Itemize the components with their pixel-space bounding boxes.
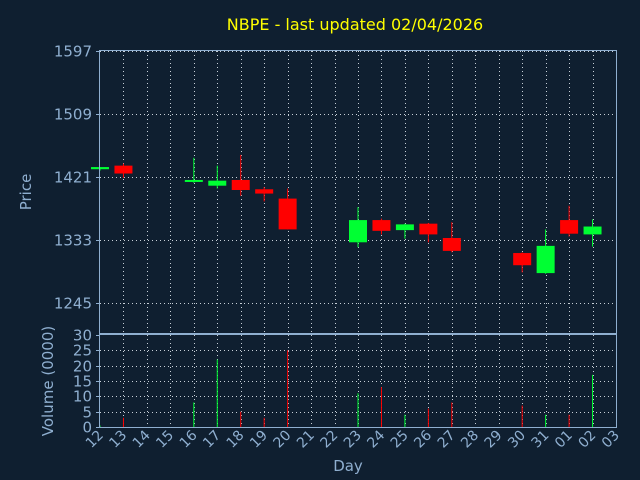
price-tick-labels: 1245 1333 1421 1509 1597: [54, 43, 92, 313]
price-tick-label: 1333: [54, 232, 92, 250]
price-panel-frame: [99, 50, 617, 334]
volume-axis-label: Volume (0000): [39, 326, 57, 436]
price-axis-label: Price: [17, 174, 35, 211]
price-tick-label: 1421: [54, 169, 92, 187]
candle-body: [372, 220, 391, 231]
chart-title: NBPE - last updated 02/04/2026: [227, 15, 483, 34]
volume-tick-label: 20: [73, 358, 92, 376]
candle-body: [442, 237, 461, 251]
volume-tick-label: 10: [73, 388, 92, 406]
candle-body: [395, 224, 414, 231]
x-tick-labels: 12 13 14 15 16 17 18 19 20 21 22 23 24 25 26 27 28 29 30 31…: [83, 427, 623, 451]
price-tick-label: 1597: [54, 43, 92, 61]
volume-tick-label: 30: [73, 327, 92, 345]
volume-bars: [99, 350, 594, 427]
candle-body: [419, 223, 438, 235]
volume-tick-label: 15: [73, 373, 92, 391]
candle-body: [583, 226, 602, 235]
candle-body: [560, 220, 579, 234]
candle-body: [278, 198, 297, 230]
volume-tick-label: 25: [73, 342, 92, 360]
price-tick-label: 1245: [54, 295, 92, 313]
volume-tick-label: 0: [82, 419, 92, 437]
candle-body: [513, 253, 532, 266]
candles: [91, 154, 602, 274]
candle-body: [208, 180, 227, 186]
candle-body: [231, 179, 250, 190]
candle-body: [536, 245, 555, 274]
candle-body: [114, 165, 133, 174]
volume-tick-label: 5: [82, 404, 92, 422]
candle-body: [255, 189, 274, 194]
x-axis-label: Day: [333, 457, 363, 475]
candle-body: [349, 220, 367, 243]
candle-body: [184, 179, 203, 182]
price-tick-label: 1509: [54, 106, 92, 124]
volume-panel-frame: [99, 334, 617, 428]
